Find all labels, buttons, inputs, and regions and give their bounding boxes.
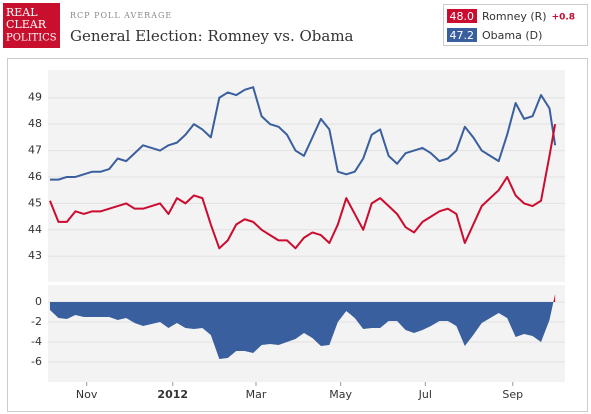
y-tick-label: -6 (31, 355, 42, 368)
y-tick-label: 48 (28, 117, 42, 130)
spread-area (49, 302, 556, 359)
subtitle: RCP POLL AVERAGE (70, 11, 172, 20)
legend-value: 48.0 (450, 10, 475, 23)
y-tick-label: 44 (28, 223, 42, 236)
legend-label: Obama (D) (482, 29, 542, 42)
logo-box (3, 3, 60, 48)
y-tick-label: 0 (35, 295, 42, 308)
y-tick-label: 43 (28, 249, 42, 262)
legend-swatch (447, 28, 477, 42)
y-tick-label: 45 (28, 196, 42, 209)
plot-area (48, 70, 565, 282)
y-tick-label: -2 (31, 315, 42, 328)
x-tick-label: May (329, 388, 352, 401)
series-line (49, 123, 557, 250)
y-tick-label: 47 (28, 144, 42, 157)
legend-swatch (447, 9, 477, 23)
x-tick-label: Mar (246, 388, 267, 401)
legend-value: 47.2 (450, 29, 475, 42)
y-tick-label: 49 (28, 91, 42, 104)
logo-text: POLITICS (6, 33, 57, 44)
y-tick-label: 46 (28, 170, 42, 183)
x-tick-label: Sep (502, 388, 523, 401)
logo-text: CLEAR (6, 18, 47, 31)
y-tick-label: -4 (31, 335, 42, 348)
legend-label: Romney (R) (482, 10, 547, 23)
chart-title: General Election: Romney vs. Obama (70, 27, 354, 45)
x-tick-label: Nov (76, 388, 98, 401)
series-line (49, 86, 557, 181)
legend-change: +0.8 (552, 13, 575, 23)
x-tick-label: 2012 (157, 388, 188, 401)
x-tick-label: Jul (418, 388, 432, 401)
logo-text: REAL (6, 6, 38, 19)
